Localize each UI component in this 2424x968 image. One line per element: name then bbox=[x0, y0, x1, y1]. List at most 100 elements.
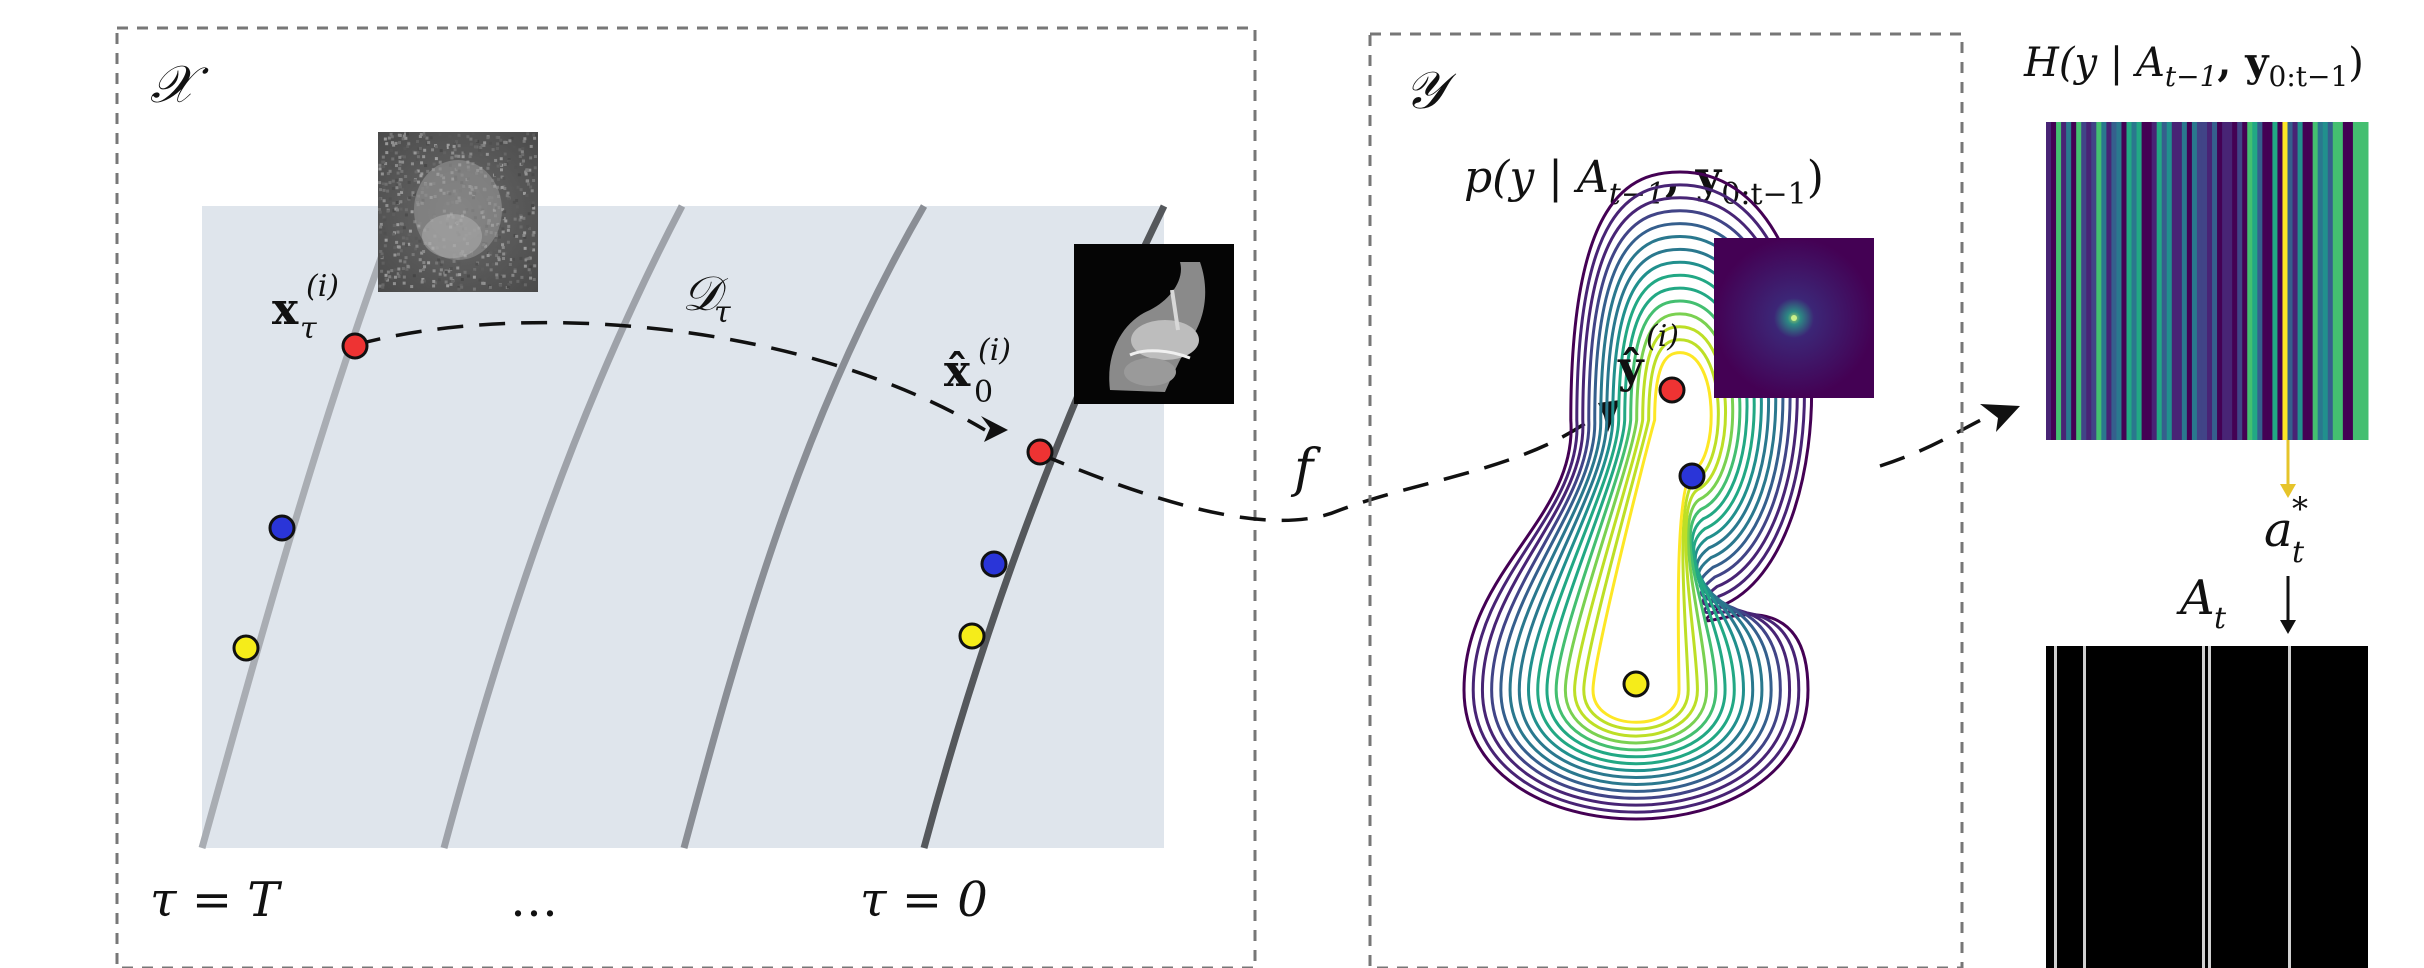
measurement-point-yellow bbox=[1622, 670, 1650, 698]
entropy-stripe bbox=[2081, 122, 2087, 440]
entropy-stripe bbox=[2232, 122, 2238, 440]
density-contour-3 bbox=[1480, 196, 1799, 807]
tau-0-label: τ = 0 bbox=[860, 872, 988, 928]
density-contour-13 bbox=[1573, 325, 1727, 738]
entropy-stripe bbox=[2196, 122, 2203, 440]
entropy-stripe bbox=[2046, 122, 2052, 440]
entropy-trajectory bbox=[1879, 416, 1986, 468]
noisy-point-label-sup: (i) bbox=[306, 269, 339, 304]
entropy-stripe bbox=[2282, 122, 2288, 440]
density-contour-12 bbox=[1563, 312, 1735, 745]
entropy-stripe bbox=[2051, 122, 2057, 440]
x-space-label: 𝒳 bbox=[150, 55, 209, 115]
density-contour-4 bbox=[1490, 209, 1792, 800]
density-contour-8 bbox=[1526, 260, 1763, 772]
ellipsis-label: … bbox=[510, 872, 558, 928]
mapping-trajectory bbox=[1039, 418, 1592, 523]
measurement-point-label-sup: (i) bbox=[1646, 319, 1679, 354]
density-contour-14 bbox=[1582, 338, 1720, 731]
clean-point-label: x̂ bbox=[944, 346, 971, 397]
entropy-arrowhead bbox=[1980, 404, 2020, 432]
density-contour-15 bbox=[1591, 351, 1713, 724]
noisy-point-blue bbox=[268, 514, 296, 542]
manifold-curve-2 bbox=[440, 204, 686, 849]
entropy-stripe bbox=[2207, 122, 2213, 440]
noisy-point-yellow bbox=[232, 634, 260, 662]
denoiser-label-sub: τ bbox=[714, 295, 731, 330]
entropy-stripe bbox=[2181, 122, 2188, 440]
entropy-stripe bbox=[2176, 122, 2183, 440]
entropy-stripe bbox=[2091, 122, 2097, 440]
clean-mri-thumbnail bbox=[1074, 244, 1234, 404]
density-contour-7 bbox=[1517, 247, 1771, 780]
entropy-stripe bbox=[2307, 122, 2314, 440]
entropy-stripe bbox=[2116, 122, 2122, 440]
noisy-point-label-sub: τ bbox=[300, 311, 317, 346]
mask-label-sub: t bbox=[2214, 601, 2227, 636]
entropy-stripe bbox=[2141, 122, 2148, 440]
clean-point-yellow bbox=[958, 622, 986, 650]
entropy-stripe bbox=[2056, 122, 2062, 440]
mask-label: A bbox=[2176, 570, 2215, 626]
entropy-label: H(y | At−1, y0:t−1) bbox=[2023, 39, 2364, 93]
density-label: p(y | At−1, y0:t−1) bbox=[1464, 152, 1824, 212]
entropy-stripe bbox=[2277, 122, 2283, 440]
entropy-stripe bbox=[2327, 122, 2334, 440]
entropy-stripe bbox=[2347, 122, 2354, 440]
entropy-stripe bbox=[2166, 122, 2173, 440]
action-label: a bbox=[2264, 502, 2293, 558]
entropy-stripe bbox=[2272, 122, 2278, 440]
entropy-stripe bbox=[2217, 122, 2223, 440]
entropy-stripe bbox=[2292, 122, 2299, 440]
entropy-stripe bbox=[2312, 122, 2319, 440]
entropy-stripe bbox=[2191, 122, 2198, 440]
noisy-image-thumbnail bbox=[378, 132, 538, 292]
noisy-point-red bbox=[341, 332, 369, 360]
entropy-stripe bbox=[2136, 122, 2143, 440]
entropy-stripe bbox=[2121, 122, 2127, 440]
sampling-mask bbox=[2046, 646, 2368, 968]
entropy-stripe bbox=[2061, 122, 2067, 440]
measurement-point-red bbox=[1658, 376, 1686, 404]
entropy-stripe bbox=[2101, 122, 2107, 440]
denoising-trajectory bbox=[354, 320, 986, 432]
clean-point-label-sub: 0 bbox=[974, 375, 993, 410]
entropy-stripe bbox=[2352, 122, 2359, 440]
entropy-stripe bbox=[2076, 122, 2082, 440]
entropy-stripe bbox=[2146, 122, 2153, 440]
entropy-stripe bbox=[2262, 122, 2268, 440]
entropy-stripe bbox=[2337, 122, 2344, 440]
measurement-point-label: ŷ bbox=[1617, 342, 1645, 393]
density-contour-2 bbox=[1471, 183, 1806, 814]
entropy-stripe bbox=[2227, 122, 2233, 440]
entropy-stripe bbox=[2186, 122, 2193, 440]
entropy-stripe bbox=[2317, 122, 2324, 440]
manifold-curve-3 bbox=[680, 204, 928, 849]
entropy-stripe bbox=[2161, 122, 2168, 440]
entropy-stripe bbox=[2222, 122, 2228, 440]
x-space-panel bbox=[115, 26, 1257, 968]
entropy-stripe bbox=[2126, 122, 2133, 440]
clean-point-red bbox=[1026, 438, 1054, 466]
action-label-sup: * bbox=[2292, 490, 2308, 528]
entropy-stripe bbox=[2297, 122, 2304, 440]
entropy-stripe bbox=[2242, 122, 2248, 440]
clean-point-blue bbox=[980, 550, 1008, 578]
entropy-stripe bbox=[2237, 122, 2243, 440]
entropy-stripe bbox=[2302, 122, 2309, 440]
density-contour-11 bbox=[1554, 299, 1742, 752]
entropy-stripe bbox=[2131, 122, 2138, 440]
entropy-stripe bbox=[2201, 122, 2208, 440]
trajectory-arrowhead bbox=[981, 416, 1008, 442]
measurement-point-blue bbox=[1678, 462, 1706, 490]
entropy-stripe bbox=[2151, 122, 2158, 440]
entropy-stripe bbox=[2096, 122, 2102, 440]
entropy-heatmap bbox=[2046, 122, 2369, 440]
kspace-thumbnail bbox=[1714, 238, 1874, 398]
entropy-stripe bbox=[2332, 122, 2339, 440]
entropy-stripe bbox=[2247, 122, 2253, 440]
entropy-stripe bbox=[2252, 122, 2258, 440]
mapping-arrowhead bbox=[1598, 400, 1620, 432]
clean-point-label-sup: (i) bbox=[978, 333, 1011, 368]
